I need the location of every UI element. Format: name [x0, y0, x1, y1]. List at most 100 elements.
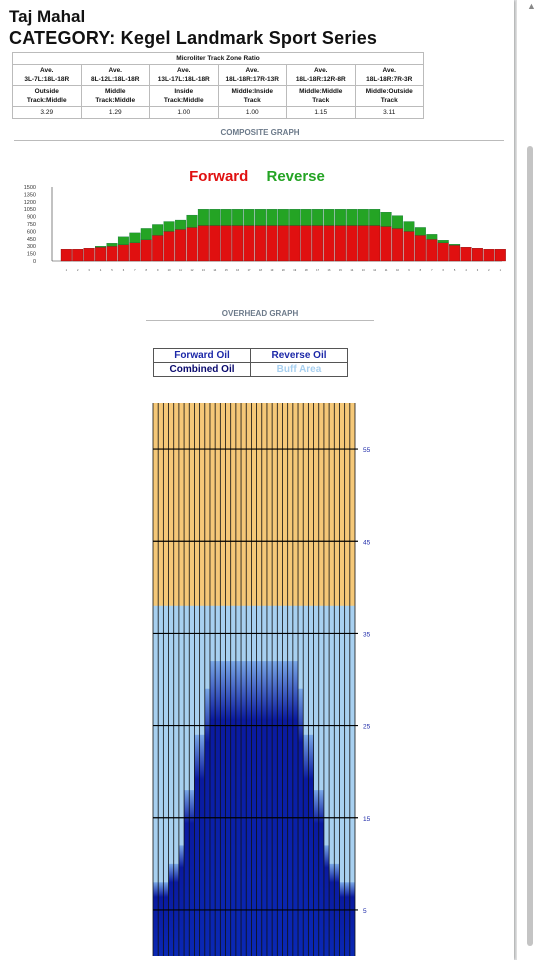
- reverse-bar: [380, 212, 392, 227]
- ratio-cell: Middle:Middle Track: [286, 85, 356, 107]
- forward-bar: [95, 247, 107, 262]
- x-tick-label: 5: [111, 268, 113, 272]
- y-tick-label: 300: [27, 244, 36, 250]
- x-tick-label: 1: [66, 268, 68, 272]
- oil-block: [209, 661, 299, 956]
- ratio-cell: Ave. 3L-7L:18L-18R: [12, 64, 82, 86]
- x-tick-label: 10: [396, 268, 399, 272]
- ratio-name-row: Outside Track:Middle Middle Track:Middle Ins…: [12, 85, 424, 107]
- reverse-bar: [243, 209, 255, 226]
- forward-bar: [129, 242, 141, 262]
- x-tick-label: 11: [179, 268, 182, 272]
- reverse-bar: [357, 209, 369, 226]
- combined-oil-legend: Combined Oil: [153, 362, 251, 377]
- forward-bar: [197, 225, 209, 262]
- x-tick-label: 2: [77, 268, 79, 272]
- forward-bar: [369, 225, 381, 262]
- forward-bar: [266, 225, 278, 262]
- ratio-cell: 1.00: [149, 106, 219, 119]
- x-tick-label: 20: [282, 268, 285, 272]
- x-tick-label: 3: [88, 268, 90, 272]
- reverse-oil-legend: Reverse Oil: [250, 348, 348, 363]
- ratio-cell: Middle:Outside Track: [354, 85, 424, 107]
- reverse-bar: [437, 240, 449, 243]
- reverse-bar: [334, 209, 346, 226]
- forward-bar: [243, 225, 255, 262]
- forward-bar: [106, 246, 118, 262]
- forward-bar: [277, 225, 289, 262]
- forward-bar: [414, 235, 426, 262]
- y-tick-label: 150: [27, 252, 36, 258]
- reverse-bar: [346, 209, 358, 226]
- x-tick-label: 11: [385, 268, 388, 272]
- forward-bar: [60, 249, 72, 262]
- reverse-legend-label: Reverse: [266, 168, 325, 185]
- ratio-cell: Inside Track:Middle: [149, 85, 219, 107]
- forward-bar: [357, 225, 369, 262]
- forward-bar: [117, 244, 129, 262]
- overhead-legend: Forward Oil Reverse Oil Combined Oil Buf…: [153, 348, 348, 377]
- forward-bar: [460, 247, 472, 262]
- reverse-bar: [255, 209, 266, 226]
- overhead-graph-heading: OVERHEAD GRAPH: [221, 309, 299, 318]
- buff-area-legend: Buff Area: [250, 362, 348, 377]
- forward-bar: [437, 242, 449, 262]
- pattern-title: Taj Mahal: [9, 7, 86, 26]
- x-tick-label: 14: [350, 268, 353, 272]
- forward-bar: [426, 239, 438, 262]
- reverse-bar: [369, 209, 381, 226]
- x-tick-label: 12: [373, 268, 376, 272]
- forward-oil-legend: Forward Oil: [153, 348, 251, 363]
- oil-block: [298, 688, 304, 956]
- forward-bar: [403, 231, 415, 262]
- reverse-bar: [152, 224, 164, 236]
- x-tick-label: 17: [316, 268, 319, 272]
- scrollbar-thumb[interactable]: [527, 146, 533, 946]
- reverse-bar: [312, 209, 324, 226]
- x-tick-label: 15: [339, 268, 342, 272]
- reverse-bar: [117, 236, 129, 245]
- ratio-cell: 1.00: [217, 106, 287, 119]
- ratio-cell: Middle:Inside Track: [217, 85, 287, 107]
- x-tick-label: 10: [168, 268, 171, 272]
- x-tick-label: 5: [454, 268, 456, 272]
- forward-bar: [449, 245, 461, 262]
- forward-bar: [392, 228, 403, 262]
- distance-label: 45: [363, 539, 371, 546]
- forward-bar: [346, 225, 358, 262]
- reverse-bar: [140, 228, 152, 240]
- ratio-cell: 3.11: [354, 106, 424, 119]
- y-tick-label: 900: [27, 215, 36, 221]
- x-tick-label: 19: [270, 268, 273, 272]
- pattern-category: CATEGORY: Kegel Landmark Sport Series: [9, 28, 378, 48]
- y-tick-label: 1500: [24, 185, 36, 191]
- reverse-bar: [392, 215, 403, 229]
- oil-block: [178, 845, 185, 956]
- ratio-cell: Outside Track:Middle: [12, 85, 82, 107]
- reverse-bar: [197, 209, 209, 226]
- scrollbar[interactable]: ▲: [516, 0, 536, 960]
- scroll-up-arrow-icon[interactable]: ▲: [527, 1, 536, 11]
- forward-bar: [140, 239, 152, 262]
- reverse-bar: [266, 209, 278, 226]
- x-tick-label: 18: [259, 268, 262, 272]
- oil-block: [323, 845, 330, 956]
- reverse-bar: [403, 221, 415, 232]
- ratio-cell: Ave. 18L-18R:12R-8R: [286, 64, 356, 86]
- overhead-graph: 5 15 25 35 45 55: [152, 403, 371, 956]
- x-tick-label: 2: [488, 268, 490, 272]
- distance-label: 55: [363, 447, 371, 454]
- x-tick-label: 9: [408, 268, 410, 272]
- ratio-cell: Ave. 13L-17L:18L-18R: [149, 64, 219, 86]
- oil-block: [153, 882, 169, 956]
- x-tick-label: 16: [236, 268, 239, 272]
- reverse-bar: [449, 244, 461, 246]
- y-tick-label: 450: [27, 237, 36, 243]
- forward-bar: [186, 227, 198, 262]
- x-tick-label: 3: [477, 268, 479, 272]
- ratio-cell: Ave. 18L-18R:7R-3R: [354, 64, 424, 86]
- ratio-table-caption: Microliter Track Zone Ratio: [12, 52, 424, 65]
- reverse-bar: [323, 209, 335, 226]
- x-tick-label: 14: [213, 268, 216, 272]
- reverse-bar: [300, 209, 312, 226]
